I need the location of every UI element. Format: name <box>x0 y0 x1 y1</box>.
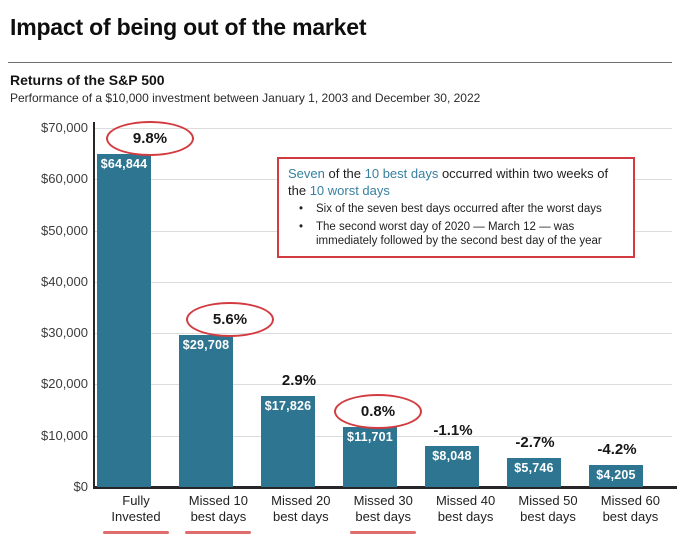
annotation-text: of the <box>324 166 365 181</box>
bar-value-label: $4,205 <box>596 468 636 482</box>
annotation-highlight-text: Seven <box>288 166 325 181</box>
y-axis-tick-label: $60,000 <box>41 171 88 187</box>
gridline <box>95 384 672 386</box>
x-axis-category-label: Missed 50 best days <box>500 493 596 524</box>
category-underline <box>350 531 417 534</box>
chart-subtitle: Performance of a $10,000 investment betw… <box>10 91 481 105</box>
bar: $29,708 <box>179 335 233 487</box>
y-axis-tick-label: $30,000 <box>41 325 88 341</box>
y-axis-line <box>93 122 95 487</box>
gridline <box>95 128 672 129</box>
x-axis-category-line: Missed 20 <box>271 493 331 508</box>
x-axis-category-line: Fully <box>122 493 150 508</box>
bar: $8,048 <box>425 446 479 487</box>
y-axis-tick-label: $10,000 <box>41 427 88 443</box>
x-axis-category-label: Missed 20 best days <box>253 493 349 524</box>
chart-title: Returns of the S&P 500 <box>10 72 165 88</box>
page-title: Impact of being out of the market <box>10 14 367 40</box>
x-axis-category-line: best days <box>272 508 329 524</box>
bar-value-label: $5,746 <box>514 461 554 475</box>
annotation-text: occurred within two weeks of the <box>288 166 609 198</box>
bar-value-label: $8,048 <box>432 449 472 463</box>
y-axis-tick-label: $20,000 <box>41 376 88 392</box>
bar: $64,844 <box>97 154 151 487</box>
bar-value-label: $11,701 <box>347 430 393 444</box>
bar: $17,826 <box>261 396 315 487</box>
x-axis-category-line: Missed 60 <box>600 493 661 508</box>
bar-percent-label: -2.7% <box>515 434 555 451</box>
title-divider <box>8 62 672 63</box>
annotation-bullets: • Six of the seven best days occurred aft… <box>288 202 624 249</box>
annotation-bullet-text: The second worst day of 2020 — March 12 … <box>316 220 602 248</box>
x-axis-category-line: Missed 10 <box>188 493 249 508</box>
annotation-bullet: • Six of the seven best days occurred aft… <box>288 202 624 217</box>
gridline <box>95 333 672 335</box>
y-axis-tick-label: $0 <box>73 479 88 494</box>
annotation-highlight-text: 10 worst days <box>309 183 390 198</box>
highlight-ellipse <box>106 120 194 156</box>
x-axis-category-line: Missed 40 <box>435 493 496 508</box>
x-axis-category-label: Missed 30 best days <box>335 493 431 524</box>
x-axis-category-label: Missed 10 best days <box>170 493 266 524</box>
bar-percent-label: -1.1% <box>433 422 473 439</box>
bar-percent-label: -4.2% <box>597 441 637 458</box>
highlight-ellipse <box>334 393 422 429</box>
x-axis-category-line: Missed 50 <box>518 493 578 508</box>
annotation-bullet-text: Six of the seven best days occurred afte… <box>316 203 602 215</box>
bar: $4,205 <box>589 465 643 487</box>
bar-value-label: $17,826 <box>264 399 312 413</box>
annotation-box: Seven of the 10 best days occurred withi… <box>277 157 635 258</box>
y-axis-tick-label: $40,000 <box>41 273 88 289</box>
bar: $5,746 <box>507 458 561 487</box>
x-axis-category-label: Missed 40 best days <box>418 493 514 524</box>
highlight-ellipse <box>186 301 274 337</box>
x-axis-category-label: Missed 60 best days <box>582 493 678 524</box>
x-axis-line <box>93 486 677 489</box>
category-underline <box>103 531 169 534</box>
x-axis-category-line: Invested <box>111 508 161 524</box>
annotation-bullet: • The second worst day of 2020 — March 12… <box>288 220 624 249</box>
bar-percent-label: 2.9% <box>281 372 317 389</box>
annotation-intro: Seven of the 10 best days occurred withi… <box>288 165 624 199</box>
bar-value-label: $64,844 <box>100 157 148 171</box>
x-axis-category-line: best days <box>520 508 576 524</box>
x-axis-category-label: Fully Invested <box>88 493 184 524</box>
bullet-icon: • <box>299 220 304 233</box>
bar-value-label: $29,708 <box>182 338 230 352</box>
x-axis-category-line: best days <box>602 508 659 524</box>
x-axis-category-line: best days <box>190 508 247 524</box>
x-axis-category-line: best days <box>355 508 412 524</box>
gridline <box>95 281 672 283</box>
bullet-icon: • <box>299 203 304 215</box>
y-axis-tick-label: $70,000 <box>41 120 88 135</box>
category-underline <box>185 531 252 534</box>
x-axis-category-line: best days <box>437 508 494 524</box>
bar: $11,701 <box>343 427 397 487</box>
y-axis-tick-label: $50,000 <box>41 222 88 238</box>
annotation-highlight-text: 10 best days <box>364 166 439 181</box>
x-axis-category-line: Missed 30 <box>353 493 413 508</box>
